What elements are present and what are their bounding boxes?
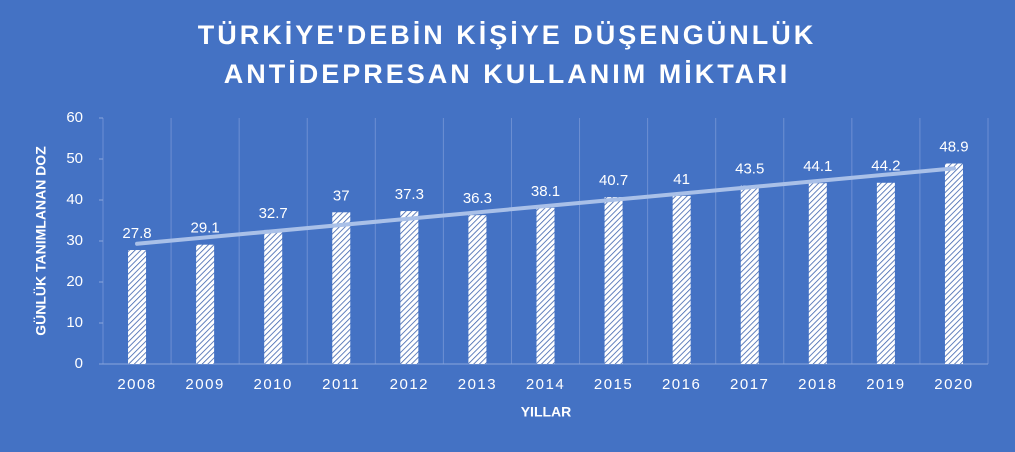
bar — [264, 229, 283, 364]
bar — [196, 244, 215, 364]
y-tick-label: 30 — [66, 232, 83, 249]
y-tick-label: 50 — [66, 150, 83, 167]
chart-title: ANTİDEPRESAN KULLANIM MİKTARI — [224, 59, 790, 89]
data-label: 38.1 — [531, 183, 560, 200]
bar — [128, 250, 147, 364]
data-label: 27.8 — [122, 225, 151, 242]
x-tick-label: 2016 — [662, 376, 701, 393]
data-label: 41 — [673, 171, 690, 188]
x-tick-label: 2017 — [730, 376, 769, 393]
data-label: 37 — [333, 187, 350, 204]
y-tick-label: 0 — [75, 355, 83, 372]
data-label: 36.3 — [463, 190, 492, 207]
x-tick-label: 2009 — [185, 376, 224, 393]
x-tick-label: 2010 — [254, 376, 293, 393]
trendline — [135, 166, 956, 246]
bar — [400, 211, 419, 364]
y-tick-label: 40 — [66, 191, 83, 208]
data-label: 40.7 — [599, 172, 628, 189]
data-label: 29.1 — [191, 220, 220, 237]
x-axis-title: YILLAR — [521, 404, 572, 420]
y-axis-title: GÜNLÜK TANIMLANAN DOZ — [33, 146, 49, 336]
data-label: 44.2 — [871, 158, 900, 175]
x-tick-label: 2011 — [322, 376, 360, 393]
bar — [944, 163, 963, 364]
x-tick-label: 2008 — [117, 376, 156, 393]
data-label: 48.9 — [939, 138, 968, 155]
data-label: 37.3 — [395, 186, 424, 203]
x-tick-label: 2020 — [934, 376, 973, 393]
bar — [536, 207, 555, 364]
chart-title: TÜRKİYE'DEBİN KİŞİYE DÜŞENGÜNLÜK — [198, 20, 816, 50]
bar — [468, 215, 487, 364]
x-tick-label: 2019 — [866, 376, 905, 393]
x-tick-label: 2015 — [594, 376, 633, 393]
x-tick-label: 2014 — [526, 376, 565, 393]
data-label: 44.1 — [803, 158, 832, 175]
bar — [332, 212, 351, 364]
y-tick-label: 20 — [66, 273, 83, 290]
x-tick-label: 2013 — [458, 376, 497, 393]
x-tick-label: 2018 — [798, 376, 837, 393]
bar — [808, 183, 827, 364]
y-tick-label: 60 — [66, 109, 83, 126]
data-label: 32.7 — [259, 205, 288, 222]
y-tick-label: 10 — [66, 314, 83, 331]
bar — [604, 197, 623, 364]
data-label: 43.5 — [735, 161, 764, 178]
bar — [876, 182, 895, 364]
x-tick-label: 2012 — [390, 376, 429, 393]
bar — [740, 185, 759, 364]
bar — [672, 195, 691, 364]
